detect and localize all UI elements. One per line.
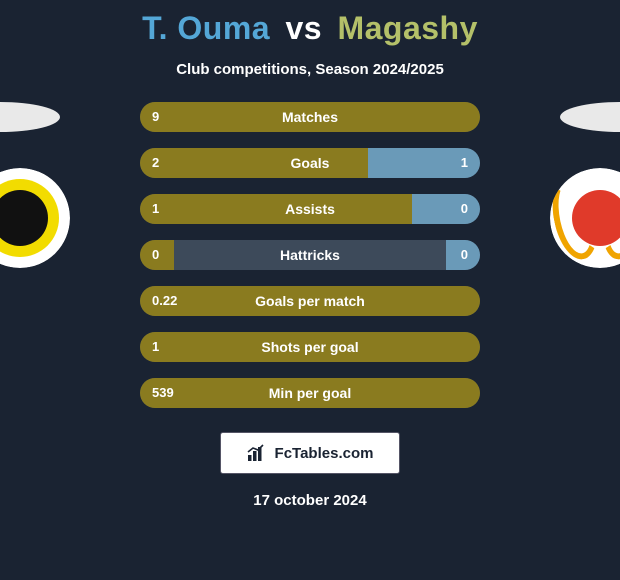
comparison-card: T. Ouma vs Magashy Club competitions, Se… (0, 0, 620, 509)
stat-row: 10Assists (140, 194, 480, 224)
date-text: 17 october 2024 (0, 492, 620, 509)
stat-label: Hattricks (140, 240, 480, 270)
stat-row: 1Shots per goal (140, 332, 480, 362)
stat-row: 21Goals (140, 148, 480, 178)
stat-label: Goals per match (140, 286, 480, 316)
stat-label: Goals (140, 148, 480, 178)
player2-shadow-ellipse (560, 102, 620, 132)
brand-chart-icon (247, 444, 269, 462)
crest-ball-icon (0, 190, 48, 246)
crest-disc-icon (572, 190, 620, 246)
player1-shadow-ellipse (0, 102, 60, 132)
subtitle: Club competitions, Season 2024/2025 (0, 61, 620, 78)
stat-label: Assists (140, 194, 480, 224)
stat-label: Shots per goal (140, 332, 480, 362)
brand-badge: FcTables.com (220, 432, 400, 474)
stat-label: Matches (140, 102, 480, 132)
stat-bars: 9Matches 21Goals 10Assists 00Hattricks 0.22G… (140, 102, 480, 424)
title-vs: vs (285, 10, 322, 46)
brand-text: FcTables.com (275, 445, 374, 462)
comparison-stage: 9Matches 21Goals 10Assists 00Hattricks 0.22G… (0, 102, 620, 412)
player1-name: T. Ouma (142, 10, 270, 46)
player1-club-crest (0, 168, 70, 268)
player2-name: Magashy (337, 10, 477, 46)
stat-row: 9Matches (140, 102, 480, 132)
stat-row: 00Hattricks (140, 240, 480, 270)
stat-row: 0.22Goals per match (140, 286, 480, 316)
stat-row: 539Min per goal (140, 378, 480, 408)
player2-club-crest (550, 168, 620, 268)
stat-label: Min per goal (140, 378, 480, 408)
page-title: T. Ouma vs Magashy (0, 0, 620, 47)
